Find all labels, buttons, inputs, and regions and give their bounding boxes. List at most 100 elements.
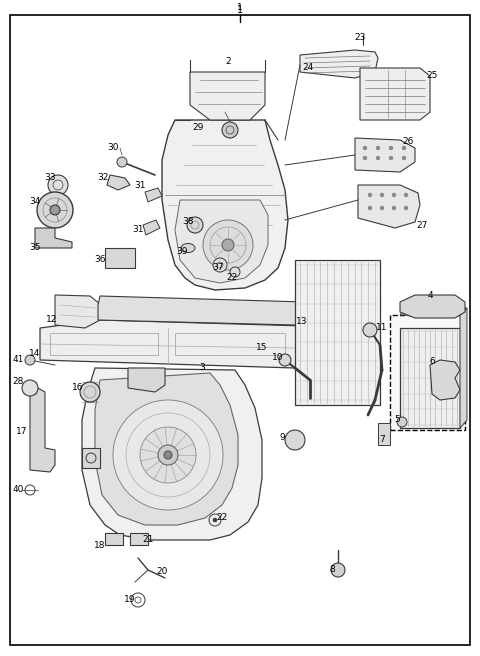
- Polygon shape: [82, 448, 100, 468]
- Text: 34: 34: [29, 197, 41, 207]
- Circle shape: [363, 146, 367, 150]
- Circle shape: [203, 220, 253, 270]
- Circle shape: [213, 518, 217, 522]
- Circle shape: [48, 175, 68, 195]
- Circle shape: [392, 206, 396, 210]
- Circle shape: [404, 206, 408, 210]
- Circle shape: [22, 380, 38, 396]
- Text: 12: 12: [46, 316, 58, 325]
- Text: 40: 40: [12, 485, 24, 495]
- Bar: [295, 260, 380, 405]
- Polygon shape: [460, 308, 467, 428]
- Circle shape: [230, 267, 240, 277]
- Circle shape: [285, 430, 305, 450]
- Text: 21: 21: [142, 535, 154, 544]
- Text: 9: 9: [279, 434, 285, 443]
- Text: 35: 35: [29, 243, 41, 253]
- Circle shape: [392, 193, 396, 197]
- Circle shape: [164, 451, 172, 459]
- Circle shape: [402, 146, 406, 150]
- Text: 29: 29: [192, 123, 204, 133]
- Text: 15: 15: [256, 344, 268, 352]
- Circle shape: [140, 427, 196, 483]
- Text: 26: 26: [402, 138, 414, 146]
- Circle shape: [222, 122, 238, 138]
- Text: 22: 22: [227, 274, 238, 283]
- Bar: [390, 315, 465, 430]
- Bar: [175, 333, 285, 355]
- Circle shape: [389, 156, 393, 160]
- Polygon shape: [430, 360, 460, 400]
- Polygon shape: [107, 175, 130, 190]
- Bar: [50, 333, 158, 355]
- Text: 6: 6: [429, 358, 435, 367]
- Circle shape: [368, 193, 372, 197]
- Polygon shape: [30, 388, 55, 472]
- Text: 7: 7: [379, 436, 385, 445]
- Text: 37: 37: [212, 264, 224, 272]
- Polygon shape: [358, 185, 420, 228]
- Circle shape: [397, 417, 407, 427]
- Polygon shape: [175, 200, 268, 283]
- Circle shape: [117, 157, 127, 167]
- Polygon shape: [400, 308, 467, 315]
- Text: 23: 23: [354, 33, 366, 43]
- Bar: [378, 423, 390, 445]
- Circle shape: [376, 156, 380, 160]
- Text: 20: 20: [156, 567, 168, 577]
- Circle shape: [389, 146, 393, 150]
- Polygon shape: [40, 320, 305, 368]
- Text: 14: 14: [29, 348, 41, 358]
- Text: 22: 22: [216, 514, 228, 522]
- Bar: [400, 328, 460, 428]
- Text: 8: 8: [329, 565, 335, 575]
- Text: 5: 5: [394, 415, 400, 424]
- Circle shape: [402, 156, 406, 160]
- Text: 31: 31: [132, 226, 144, 234]
- Polygon shape: [145, 188, 162, 202]
- Polygon shape: [162, 120, 288, 290]
- Circle shape: [331, 563, 345, 577]
- Polygon shape: [300, 50, 378, 78]
- Text: 27: 27: [416, 220, 428, 230]
- Polygon shape: [35, 228, 72, 248]
- Text: 31: 31: [134, 180, 146, 190]
- Circle shape: [187, 217, 203, 233]
- Text: 1: 1: [237, 3, 243, 12]
- Circle shape: [213, 258, 227, 272]
- Polygon shape: [190, 72, 265, 120]
- Circle shape: [363, 156, 367, 160]
- Text: 41: 41: [12, 356, 24, 365]
- Text: 17: 17: [16, 428, 28, 436]
- Ellipse shape: [181, 243, 195, 253]
- Bar: [105, 248, 135, 268]
- Circle shape: [222, 239, 234, 251]
- Circle shape: [80, 382, 100, 402]
- Circle shape: [279, 354, 291, 366]
- Polygon shape: [55, 295, 105, 328]
- Polygon shape: [82, 368, 262, 540]
- Circle shape: [380, 206, 384, 210]
- Text: 2: 2: [225, 58, 231, 66]
- Circle shape: [50, 205, 60, 215]
- Text: 24: 24: [302, 64, 313, 73]
- Polygon shape: [98, 296, 305, 325]
- Text: 39: 39: [176, 247, 188, 256]
- Circle shape: [368, 206, 372, 210]
- Text: 19: 19: [124, 596, 136, 604]
- Text: 30: 30: [107, 144, 119, 152]
- Text: 13: 13: [296, 318, 308, 327]
- Circle shape: [113, 400, 223, 510]
- Circle shape: [376, 146, 380, 150]
- Polygon shape: [360, 68, 430, 120]
- Text: 1: 1: [237, 5, 243, 15]
- Polygon shape: [128, 368, 165, 392]
- Polygon shape: [143, 220, 160, 235]
- Text: 38: 38: [182, 218, 194, 226]
- Circle shape: [158, 445, 178, 465]
- Text: 10: 10: [272, 354, 284, 363]
- Text: 11: 11: [376, 323, 388, 333]
- Circle shape: [404, 193, 408, 197]
- Polygon shape: [355, 138, 415, 172]
- Polygon shape: [95, 373, 238, 525]
